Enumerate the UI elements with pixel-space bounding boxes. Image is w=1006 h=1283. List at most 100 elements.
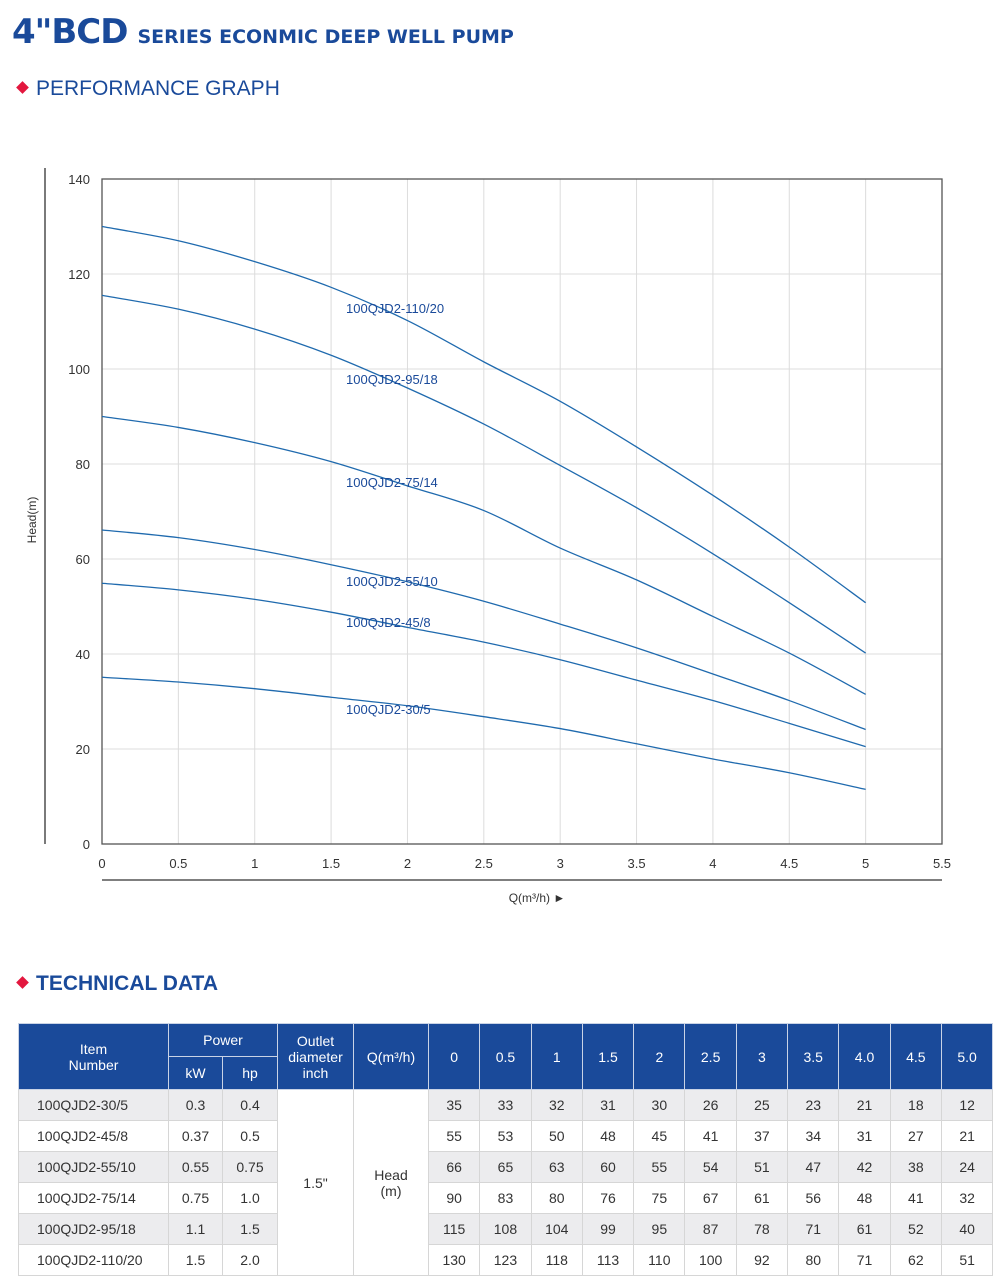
y-axis-label: Head(m): [25, 497, 39, 544]
technical-data-label: TECHNICAL DATA: [36, 972, 218, 995]
x-tick-label: 4.5: [780, 856, 798, 871]
series-label: 100QJD2-110/20: [346, 301, 444, 316]
head-value: 52: [889, 1213, 942, 1245]
item-number: 100QJD2-45/8: [18, 1120, 169, 1152]
head-value: 25: [735, 1089, 789, 1121]
table-row: 100QJD2-55/10 0.55 0.75 66 65 63 60 55 54 51 47 4…: [18, 1151, 994, 1183]
page-title: 4"BCD SERIES ECONMIC DEEP WELL PUMP: [12, 12, 514, 52]
head-value: 26: [684, 1089, 737, 1121]
header-hp: hp: [222, 1056, 278, 1090]
head-value: 40: [940, 1213, 994, 1245]
item-number: 100QJD2-95/18: [18, 1213, 169, 1245]
head-value: 67: [684, 1182, 737, 1214]
head-value: 113: [581, 1244, 635, 1276]
head-value: 115: [427, 1213, 481, 1245]
head-value: 32: [530, 1089, 583, 1121]
header-flow-1.5: 1.5: [581, 1023, 635, 1090]
series-label: 100QJD2-30/5: [346, 702, 431, 717]
header-flow-2: 2: [633, 1023, 686, 1090]
series-curve: [101, 529, 866, 731]
power-hp: 0.4: [222, 1089, 278, 1121]
x-tick-label: 0: [98, 856, 105, 871]
table-row: 100QJD2-30/5 0.3 0.4 1.5" Head (m) 35 33 32 3…: [18, 1089, 994, 1276]
head-value: 100: [684, 1244, 737, 1276]
series-label: 100QJD2-55/10: [346, 574, 438, 589]
item-number: 100QJD2-75/14: [18, 1182, 169, 1214]
head-value: 37: [735, 1120, 789, 1152]
head-value: 45: [633, 1120, 686, 1152]
head-value: 53: [479, 1120, 532, 1152]
head-value: 12: [940, 1089, 994, 1121]
head-value: 80: [530, 1182, 583, 1214]
y-tick-label: 80: [76, 457, 90, 472]
series-label: 100QJD2-95/18: [346, 372, 438, 387]
head-value: 61: [735, 1182, 789, 1214]
series-curve: [101, 582, 866, 748]
table-row: 100QJD2-95/18 1.1 1.5 115 108 104 99 95 87 78 71…: [18, 1213, 994, 1245]
power-hp: 0.75: [222, 1151, 278, 1183]
head-value: 18: [889, 1089, 942, 1121]
header-kw: kW: [168, 1056, 223, 1090]
head-value: 33: [479, 1089, 532, 1121]
table-row: 100QJD2-110/20 1.5 2.0 130 123 118 113 110 100…: [18, 1244, 994, 1276]
y-tick-label: 120: [68, 267, 90, 282]
head-value: 80: [787, 1244, 840, 1276]
head-value: 60: [581, 1151, 635, 1183]
power-kw: 0.55: [168, 1151, 223, 1183]
x-axis-label: Q(m³/h) ►: [509, 891, 566, 905]
performance-chart: 0 0.5 1 1.5 2 2.5 3 3.5 4 4.5 5 5.5 0 20 40 60 80 100 120 1…: [25, 168, 951, 905]
power-kw: 0.3: [168, 1089, 223, 1121]
head-value: 104: [530, 1213, 583, 1245]
table-row: 100QJD2-45/8 0.37 0.5 55 53 50 48 45 41 37 34 31 2…: [18, 1120, 994, 1152]
head-value: 42: [838, 1151, 891, 1183]
x-tick-label: 2.5: [475, 856, 493, 871]
header-flow-1: 1: [530, 1023, 583, 1090]
header-power: Power: [168, 1023, 278, 1057]
series-curve: [101, 294, 866, 654]
x-tick-label: 5: [862, 856, 869, 871]
series-curve: [101, 225, 867, 604]
head-value: 95: [633, 1213, 686, 1245]
head-value: 55: [427, 1120, 481, 1152]
head-value: 55: [633, 1151, 686, 1183]
x-tick-label: 4: [709, 856, 716, 871]
head-value: 90: [427, 1182, 481, 1214]
table-row: 100QJD2-75/14 0.75 1.0 90 83 80 76 75 67 61 56 48…: [18, 1182, 994, 1214]
head-value: 71: [838, 1244, 891, 1276]
power-kw: 0.37: [168, 1120, 223, 1152]
head-value: 48: [838, 1182, 891, 1214]
header-flow-3.5: 3.5: [787, 1023, 840, 1090]
head-value: 63: [530, 1151, 583, 1183]
head-value: 21: [940, 1120, 994, 1152]
head-value: 130: [427, 1244, 481, 1276]
head-value: 21: [838, 1089, 891, 1121]
y-tick-label: 20: [76, 742, 90, 757]
power-kw: 0.75: [168, 1182, 223, 1214]
y-tick-label: 100: [68, 362, 90, 377]
head-value: 47: [787, 1151, 840, 1183]
head-value: 78: [735, 1213, 789, 1245]
performance-graph-heading: PERFORMANCE GRAPH: [16, 77, 280, 101]
x-tick-label: 1: [251, 856, 258, 871]
head-value: 32: [940, 1182, 994, 1214]
head-value: 123: [479, 1244, 532, 1276]
power-kw: 1.5: [168, 1244, 223, 1276]
head-value: 35: [427, 1089, 481, 1121]
power-hp: 2.0: [222, 1244, 278, 1276]
power-hp: 1.5: [222, 1213, 278, 1245]
x-tick-label: 0.5: [169, 856, 187, 871]
x-tick-label: 3: [557, 856, 564, 871]
head-value: 61: [838, 1213, 891, 1245]
head-value: 65: [479, 1151, 532, 1183]
head-value: 83: [479, 1182, 532, 1214]
head-value: 75: [633, 1182, 686, 1214]
head-value: 66: [427, 1151, 481, 1183]
performance-graph-label: PERFORMANCE GRAPH: [36, 77, 280, 100]
head-value: 51: [940, 1244, 994, 1276]
plot-frame: [101, 178, 943, 845]
series-curve: [101, 676, 866, 791]
head-value: 99: [581, 1213, 635, 1245]
head-label: Head (m): [353, 1089, 429, 1276]
head-value: 50: [530, 1120, 583, 1152]
header-flow-4.5: 4.5: [889, 1023, 942, 1090]
